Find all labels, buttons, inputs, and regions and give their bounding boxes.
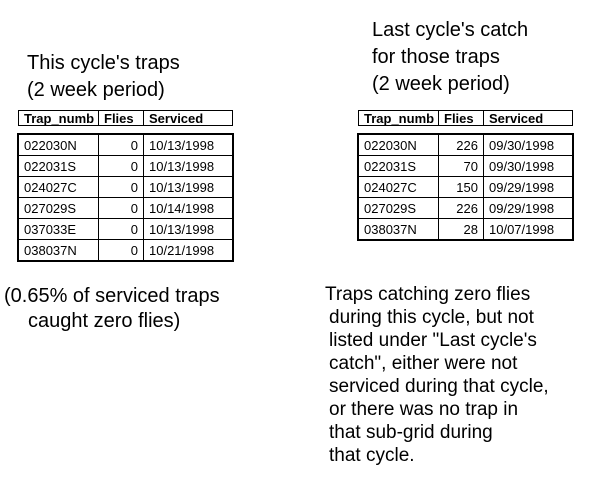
zero-flies-explanation-note: Traps catching zero flies during this cy…: [325, 283, 549, 467]
cell-flies: 0: [98, 240, 143, 260]
table-row: 037033E 0 10/13/1998: [19, 218, 232, 239]
cell-flies: 226: [438, 198, 483, 218]
note-line: that cycle.: [329, 445, 415, 466]
this-cycle-traps-table: Trap_numb Flies Serviced 022030N 0 10/13…: [17, 110, 234, 262]
table-row: 022030N 226 09/30/1998: [359, 135, 572, 155]
cell-flies: 0: [98, 156, 143, 176]
cell-flies: 28: [438, 219, 483, 239]
cell-trap-number: 038037N: [24, 242, 77, 258]
cell-serviced: 10/07/1998: [483, 219, 572, 239]
cell-trap-number: 027029S: [24, 200, 77, 216]
table-body: 022030N 226 09/30/1998 022031S 70 09/30/…: [357, 133, 574, 241]
cell-trap-number: 024027C: [364, 179, 417, 195]
cell-flies: 70: [438, 156, 483, 176]
cell-trap-number: 027029S: [364, 200, 417, 216]
cell-trap-number: 022030N: [24, 137, 77, 153]
cell-serviced: 09/29/1998: [483, 198, 572, 218]
cell-serviced: 10/14/1998: [143, 198, 232, 218]
header-serviced: Serviced: [143, 111, 232, 125]
cell-flies: 0: [98, 198, 143, 218]
table-row: 024027C 150 09/29/1998: [359, 176, 572, 197]
title-line: This cycle's traps: [27, 52, 180, 74]
last-cycle-title: Last cycle's catch for those traps (2 we…: [372, 17, 528, 98]
table-row: 038037N 28 10/07/1998: [359, 218, 572, 239]
cell-serviced: 10/13/1998: [143, 156, 232, 176]
title-line: (2 week period): [27, 79, 165, 101]
cell-flies: 150: [438, 177, 483, 197]
last-cycle-catch-table: Trap_numb Flies Serviced 022030N 226 09/…: [357, 110, 574, 241]
header-flies: Flies: [98, 111, 143, 125]
table-row: 022031S 0 10/13/1998: [19, 155, 232, 176]
note-line: Traps catching zero flies: [325, 284, 531, 305]
cell-serviced: 10/21/1998: [143, 240, 232, 260]
cell-flies: 0: [98, 219, 143, 239]
note-line: catch", either were not: [329, 353, 518, 374]
title-line: for those traps: [372, 46, 500, 68]
cell-serviced: 10/13/1998: [143, 135, 232, 155]
cell-flies: 0: [98, 135, 143, 155]
table-body: 022030N 0 10/13/1998 022031S 0 10/13/199…: [17, 133, 234, 262]
note-line: during this cycle, but not: [329, 307, 534, 328]
cell-flies: 226: [438, 135, 483, 155]
table-row: 024027C 0 10/13/1998: [19, 176, 232, 197]
title-line: Last cycle's catch: [372, 19, 529, 41]
cell-trap-number: 038037N: [364, 221, 417, 237]
cell-serviced: 10/13/1998: [143, 219, 232, 239]
table-header-row: Trap_numb Flies Serviced: [18, 110, 233, 126]
cell-serviced: 10/13/1998: [143, 177, 232, 197]
note-line: that sub-grid during: [329, 422, 493, 443]
table-row: 022031S 70 09/30/1998: [359, 155, 572, 176]
this-cycle-title: This cycle's traps (2 week period): [27, 50, 180, 104]
cell-serviced: 09/30/1998: [483, 156, 572, 176]
header-flies: Flies: [438, 111, 483, 125]
cell-trap-number: 037033E: [24, 221, 77, 237]
cell-serviced: 09/30/1998: [483, 135, 572, 155]
table-row: 022030N 0 10/13/1998: [19, 135, 232, 155]
cell-trap-number: 022031S: [24, 158, 77, 174]
table-header-row: Trap_numb Flies Serviced: [358, 110, 573, 126]
cell-trap-number: 022030N: [364, 137, 417, 153]
table-row: 027029S 0 10/14/1998: [19, 197, 232, 218]
note-line: serviced during that cycle,: [329, 376, 549, 397]
header-trap-number: Trap_numb: [24, 111, 95, 125]
table-row: 027029S 226 09/29/1998: [359, 197, 572, 218]
note-line: or there was no trap in: [329, 399, 519, 420]
table-row: 038037N 0 10/21/1998: [19, 239, 232, 260]
cell-serviced: 09/29/1998: [483, 177, 572, 197]
cell-flies: 0: [98, 177, 143, 197]
cell-trap-number: 022031S: [364, 158, 417, 174]
title-line: (2 week period): [372, 73, 510, 95]
note-line: listed under "Last cycle's: [329, 330, 537, 351]
zero-flies-percentage-note: (0.65% of serviced traps caught zero fli…: [4, 284, 220, 334]
header-serviced: Serviced: [483, 111, 572, 125]
header-trap-number: Trap_numb: [364, 111, 435, 125]
cell-trap-number: 024027C: [24, 179, 77, 195]
note-line: caught zero flies): [28, 310, 181, 332]
note-line: (0.65% of serviced traps: [4, 285, 220, 307]
